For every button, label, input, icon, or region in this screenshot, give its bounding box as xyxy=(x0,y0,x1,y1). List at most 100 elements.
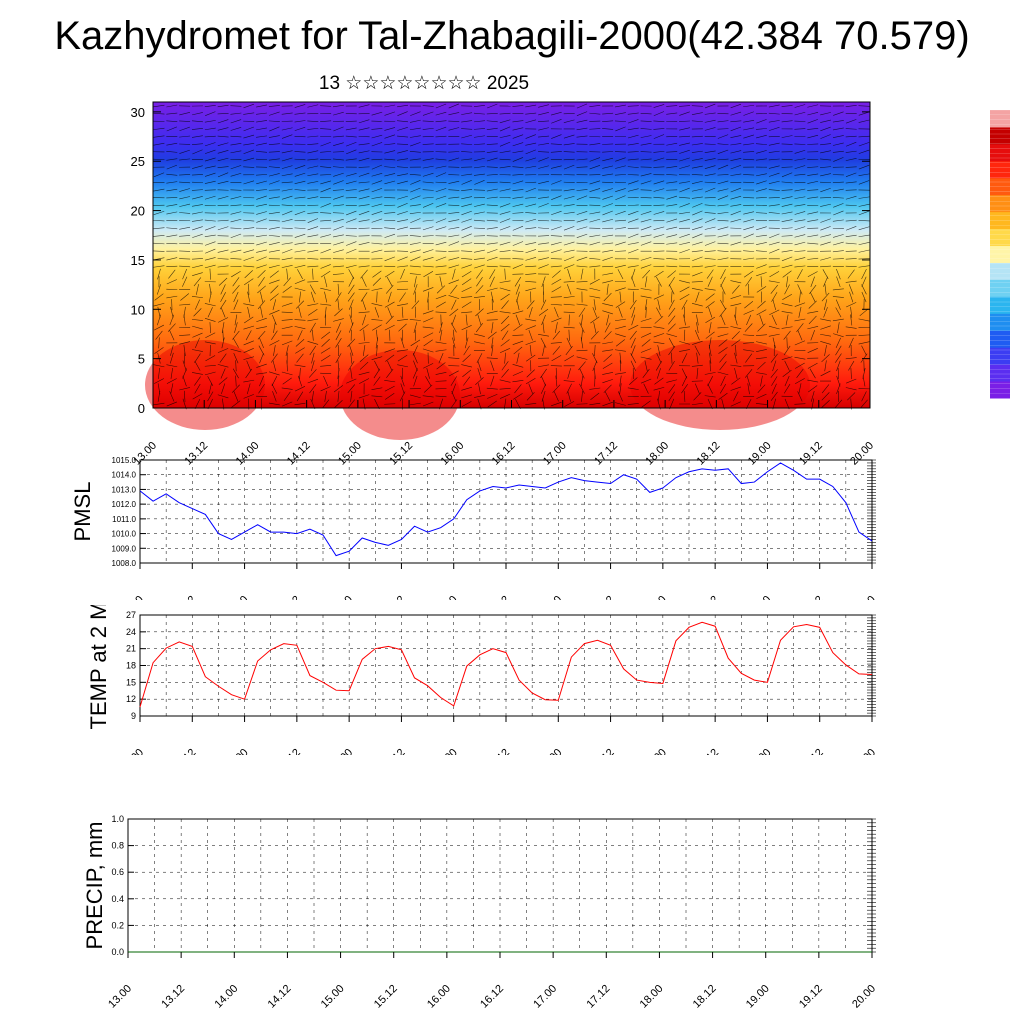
warm-area xyxy=(340,350,460,440)
y-tick-label: 5 xyxy=(138,352,145,367)
temp-x-tick-label: 13.00 xyxy=(118,747,146,755)
temp-x-tick-label: 16.00 xyxy=(432,747,460,755)
chart-title: Kazhydromet for Tal-Zhabagili-2000(42.38… xyxy=(54,14,970,58)
pmsl-y-tick-label: 1011.0 xyxy=(112,515,136,524)
temp-x-tick-label: 18.00 xyxy=(641,747,669,755)
temp-y-tick-label: 12 xyxy=(126,694,136,704)
colorbar-swatch xyxy=(990,279,1010,297)
precip-y-tick-label: 1.0 xyxy=(111,814,124,824)
y-tick-label: 10 xyxy=(131,302,145,317)
precip-x-tick-label: 18.00 xyxy=(638,983,666,1010)
temp-y-tick-label: 21 xyxy=(126,644,136,654)
colorbar-swatch xyxy=(990,313,1010,331)
precip-x-tick-label: 16.00 xyxy=(425,983,453,1010)
pmsl-x-tick-label: 20.00 xyxy=(850,594,878,600)
temp-x-tick-label: 17.00 xyxy=(536,747,564,755)
precip-x-tick-label: 13.00 xyxy=(106,983,134,1010)
pmsl-x-tick-label: 13.12 xyxy=(170,594,198,600)
temp-x-tick-label: 13.12 xyxy=(170,747,198,755)
precip-x-tick-label: 16.12 xyxy=(478,983,506,1010)
precip-y-tick-label: 0.6 xyxy=(111,867,124,877)
y-tick-label: 15 xyxy=(131,253,145,268)
colorbar-swatch xyxy=(990,296,1010,314)
temp-chart: 9 12 15 18 21 24 27 13.00 13.12 14.00 14.12 15.00 15… xyxy=(86,605,878,755)
colorbar-swatch xyxy=(990,245,1010,263)
colorbar-swatch xyxy=(990,160,1010,179)
pmsl-y-tick-label: 1009.0 xyxy=(112,544,137,553)
colorbar-swatch xyxy=(990,381,1010,399)
pmsl-x-tick-label: 17.12 xyxy=(589,594,617,600)
pmsl-y-tick-label: 1013.0 xyxy=(112,485,137,494)
pmsl-x-tick-label: 15.00 xyxy=(327,594,355,600)
temp-x-tick-label: 16.12 xyxy=(484,747,512,755)
temp-x-tick-label: 19.00 xyxy=(746,747,774,755)
colorbar-swatch xyxy=(990,347,1010,365)
temperature-field xyxy=(153,102,870,408)
pmsl-x-tick-label: 14.12 xyxy=(275,594,303,600)
pmsl-y-tick-label: 1008.0 xyxy=(112,559,137,568)
pmsl-x-tick-label: 18.00 xyxy=(641,594,669,600)
temp-x-tick-label: 14.00 xyxy=(223,747,251,755)
temp-x-tick-label: 18.12 xyxy=(693,747,721,755)
pmsl-y-tick-label: 1012.0 xyxy=(112,500,137,509)
pmsl-x-tick-label: 15.12 xyxy=(380,594,408,600)
pmsl-y-tick-label: 1014.0 xyxy=(112,471,137,480)
precip-x-tick-label: 19.12 xyxy=(797,983,825,1010)
temp-x-tick-label: 20.00 xyxy=(850,747,878,755)
pmsl-y-tick-label: 1015.0 xyxy=(112,456,137,465)
precip-x-tick-label: 15.00 xyxy=(319,983,347,1010)
y-tick-label: 25 xyxy=(131,154,145,169)
temp-y-tick-label: 24 xyxy=(126,627,136,637)
temp-y-tick-label: 9 xyxy=(131,711,136,721)
precip-y-tick-label: 0.4 xyxy=(111,894,124,904)
pmsl-x-tick-label: 13.00 xyxy=(118,594,146,600)
temp-y-tick-label: 18 xyxy=(126,661,136,671)
temp-y-axis-label: TEMP at 2 M xyxy=(86,605,111,729)
wind-field xyxy=(153,103,870,410)
colorbar-swatch xyxy=(990,143,1010,162)
precip-x-tick-label: 20.00 xyxy=(850,983,878,1010)
pmsl-y-tick-label: 1010.0 xyxy=(112,530,137,539)
precip-x-tick-label: 14.12 xyxy=(266,983,294,1010)
precip-x-tick-label: 18.12 xyxy=(691,983,719,1010)
temp-y-tick-label: 27 xyxy=(126,610,136,620)
precip-x-tick-label: 14.00 xyxy=(212,983,240,1010)
pmsl-series-line xyxy=(139,462,873,557)
pmsl-y-axis-label: PMSL xyxy=(70,482,95,542)
pmsl-chart: 1008.0 1009.0 1010.0 1011.0 1012.0 1013.0 1014… xyxy=(70,456,878,600)
pmsl-x-tick-label: 14.00 xyxy=(223,594,251,600)
precip-y-tick-label: 0.2 xyxy=(111,920,124,930)
colorbar-swatch xyxy=(990,228,1010,247)
pmsl-x-tick-label: 16.00 xyxy=(432,594,460,600)
precip-y-tick-label: 0.0 xyxy=(111,947,124,957)
temp-x-tick-label: 19.12 xyxy=(798,747,826,755)
precip-y-axis-label: PRECIP, mm xyxy=(82,822,107,950)
y-tick-label: 0 xyxy=(138,401,145,416)
precip-x-tick-label: 19.00 xyxy=(744,983,772,1010)
temp-x-tick-label: 15.12 xyxy=(380,747,408,755)
temp-series-line xyxy=(139,621,873,708)
colorbar-legend xyxy=(990,110,1010,399)
colorbar-swatch xyxy=(990,194,1010,213)
colorbar-swatch xyxy=(990,177,1010,196)
colorbar-swatch xyxy=(990,262,1010,280)
precip-x-tick-label: 17.12 xyxy=(584,983,612,1010)
colorbar-swatch xyxy=(990,330,1010,348)
temp-x-tick-label: 14.12 xyxy=(275,747,303,755)
temp-x-tick-label: 17.12 xyxy=(589,747,617,755)
precip-x-tick-label: 17.00 xyxy=(531,983,559,1010)
precip-x-tick-label: 13.12 xyxy=(159,983,187,1010)
temp-y-tick-label: 15 xyxy=(126,677,136,687)
chart-subtitle: 13 ☆☆☆☆☆☆☆☆ 2025 xyxy=(318,73,530,94)
precip-y-tick-label: 0.8 xyxy=(111,841,124,851)
colorbar-swatch xyxy=(990,126,1010,145)
pmsl-x-tick-label: 19.12 xyxy=(798,594,826,600)
precip-chart: 0.0 0.2 0.4 0.6 0.8 1.0 13.00 13.12 14.00 14.12 15… xyxy=(82,814,878,1010)
pmsl-x-tick-label: 17.00 xyxy=(536,594,564,600)
temp-x-tick-label: 15.00 xyxy=(327,747,355,755)
pmsl-x-tick-label: 16.12 xyxy=(484,594,512,600)
colorbar-swatch xyxy=(990,110,1010,128)
pmsl-x-tick-label: 18.12 xyxy=(693,594,721,600)
pmsl-x-tick-label: 19.00 xyxy=(746,594,774,600)
